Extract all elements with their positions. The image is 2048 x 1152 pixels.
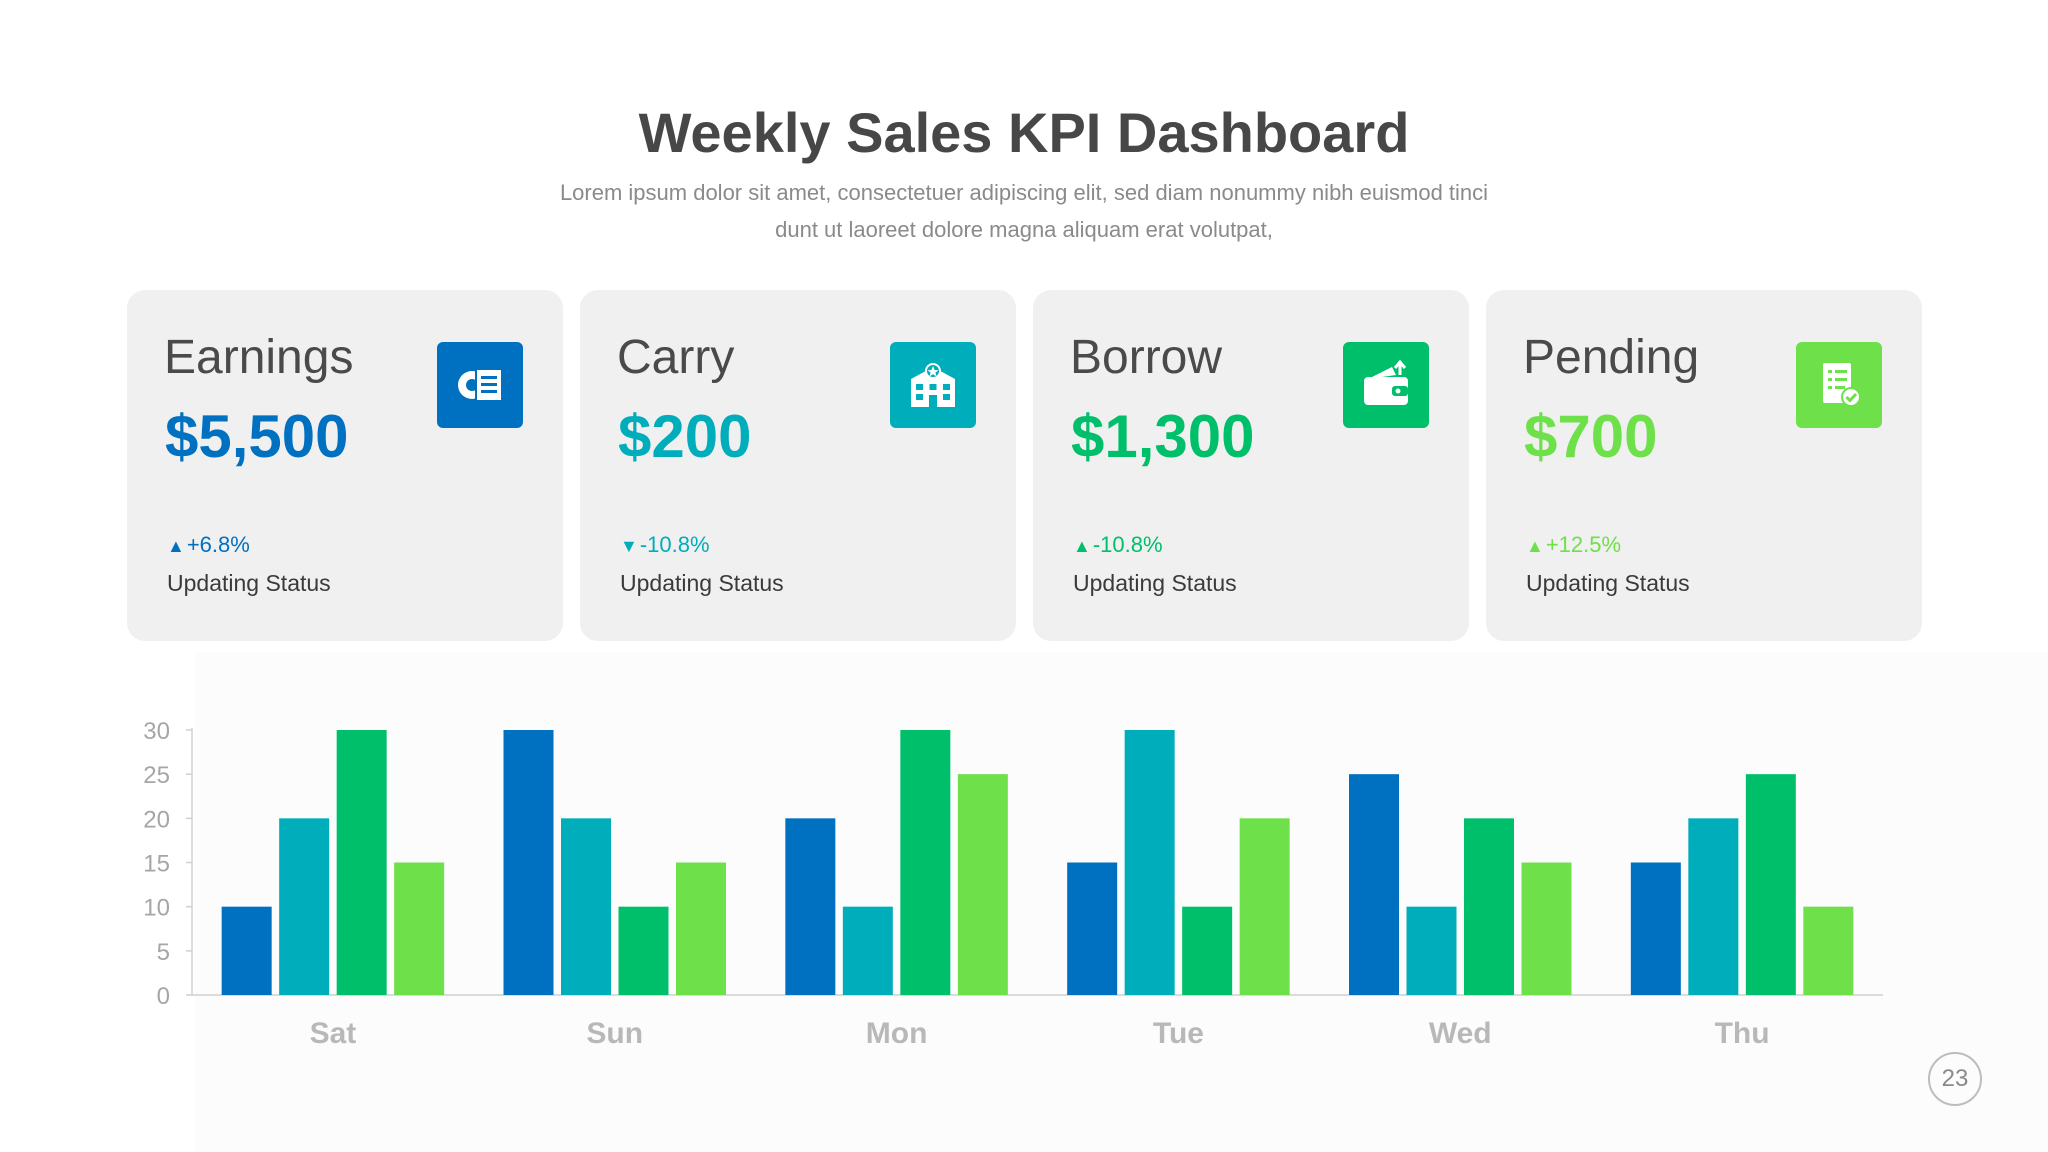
card-label: Carry: [617, 331, 735, 384]
page-number: 23: [1928, 1052, 1982, 1106]
change-value: +6.8%: [186, 532, 250, 557]
card-value: $200: [618, 403, 752, 470]
arrow-up-icon: ▲: [1526, 536, 1544, 556]
y-tick-label: 30: [143, 718, 170, 745]
card-value: $700: [1524, 403, 1658, 470]
change-value: -10.8%: [639, 532, 710, 557]
bar-mon-series-2: [842, 906, 893, 995]
card-label: Pending: [1523, 331, 1700, 384]
wallet-icon: [1343, 342, 1429, 428]
card-change: ▲+12.5%: [1526, 532, 1621, 558]
y-tick-label: 0: [157, 983, 170, 1010]
card-change: ▲-10.8%: [1073, 532, 1163, 558]
x-tick-label: Thu: [1715, 1017, 1770, 1050]
kpi-card-earnings: Earnings $5,500 ▲+6.8% Updating Status: [127, 290, 563, 641]
change-value: +12.5%: [1545, 532, 1622, 557]
card-change: ▼-10.8%: [620, 532, 710, 558]
subtitle-line-1: Lorem ipsum dolor sit amet, consectetuer…: [559, 180, 1489, 205]
building-icon: [890, 342, 976, 428]
bar-wed-series-2: [1406, 906, 1457, 995]
bar-wed-series-1: [1349, 774, 1399, 995]
kpi-card-borrow: Borrow $1,300 ▲-10.8% Updating Status: [1033, 290, 1469, 641]
card-value: $5,500: [165, 403, 349, 470]
card-value: $1,300: [1071, 403, 1255, 470]
bar-tue-series-2: [1124, 730, 1175, 995]
x-tick-label: Mon: [866, 1017, 928, 1050]
y-tick-label: 5: [157, 939, 170, 966]
y-tick-label: 25: [143, 762, 170, 789]
bar-sat-series-2: [279, 818, 330, 995]
checklist-icon: [1796, 342, 1882, 428]
bar-tue-series-4: [1239, 818, 1290, 995]
kpi-cards: Earnings $5,500 ▲+6.8% Updating Status C…: [127, 290, 1922, 641]
settings-document-icon: [437, 342, 523, 428]
bar-thu-series-4: [1803, 906, 1854, 995]
bar-sat-series-3: [336, 730, 387, 995]
arrow-up-icon: ▲: [1073, 536, 1091, 556]
x-tick-label: Tue: [1153, 1017, 1204, 1050]
arrow-up-icon: ▲: [167, 536, 185, 556]
bar-sat-series-4: [394, 862, 445, 995]
page-title: Weekly Sales KPI Dashboard: [638, 101, 1410, 164]
x-tick-label: Sat: [310, 1017, 357, 1050]
card-status: Updating Status: [1073, 570, 1237, 596]
y-tick-label: 15: [143, 851, 170, 878]
bar-mon-series-3: [900, 730, 951, 995]
change-value: -10.8%: [1092, 532, 1163, 557]
card-label: Earnings: [164, 331, 354, 384]
bar-thu-series-1: [1630, 862, 1681, 995]
card-status: Updating Status: [167, 570, 331, 596]
y-tick-label: 20: [143, 806, 170, 833]
bar-thu-series-2: [1688, 818, 1739, 995]
arrow-down-icon: ▼: [620, 536, 638, 556]
bar-sun-series-4: [676, 862, 726, 995]
bar-tue-series-1: [1067, 862, 1118, 995]
bar-thu-series-3: [1745, 774, 1796, 995]
card-status: Updating Status: [1526, 570, 1690, 596]
bar-mon-series-4: [957, 774, 1008, 995]
bar-sun-series-3: [618, 906, 669, 995]
bar-tue-series-3: [1182, 906, 1233, 995]
y-tick-label: 10: [143, 895, 170, 922]
bar-sat-series-1: [221, 906, 272, 995]
bar-sun-series-1: [503, 730, 554, 995]
bar-wed-series-3: [1464, 818, 1514, 995]
card-change: ▲+6.8%: [167, 532, 250, 558]
x-tick-label: Wed: [1429, 1017, 1492, 1050]
bar-sun-series-2: [561, 818, 611, 995]
card-status: Updating Status: [620, 570, 784, 596]
bar-wed-series-4: [1521, 862, 1572, 995]
subtitle-line-2: dunt ut laoreet dolore magna aliquam era…: [775, 217, 1273, 242]
page-subtitle: Lorem ipsum dolor sit amet, consectetuer…: [500, 174, 1548, 248]
x-tick-label: Sun: [586, 1017, 643, 1050]
bar-mon-series-1: [785, 818, 836, 995]
card-label: Borrow: [1070, 331, 1223, 384]
kpi-card-pending: Pending $700 ▲+12.5% Updating Status: [1486, 290, 1922, 641]
kpi-card-carry: Carry $200 ▼-10.8% Updating Status: [580, 290, 1016, 641]
